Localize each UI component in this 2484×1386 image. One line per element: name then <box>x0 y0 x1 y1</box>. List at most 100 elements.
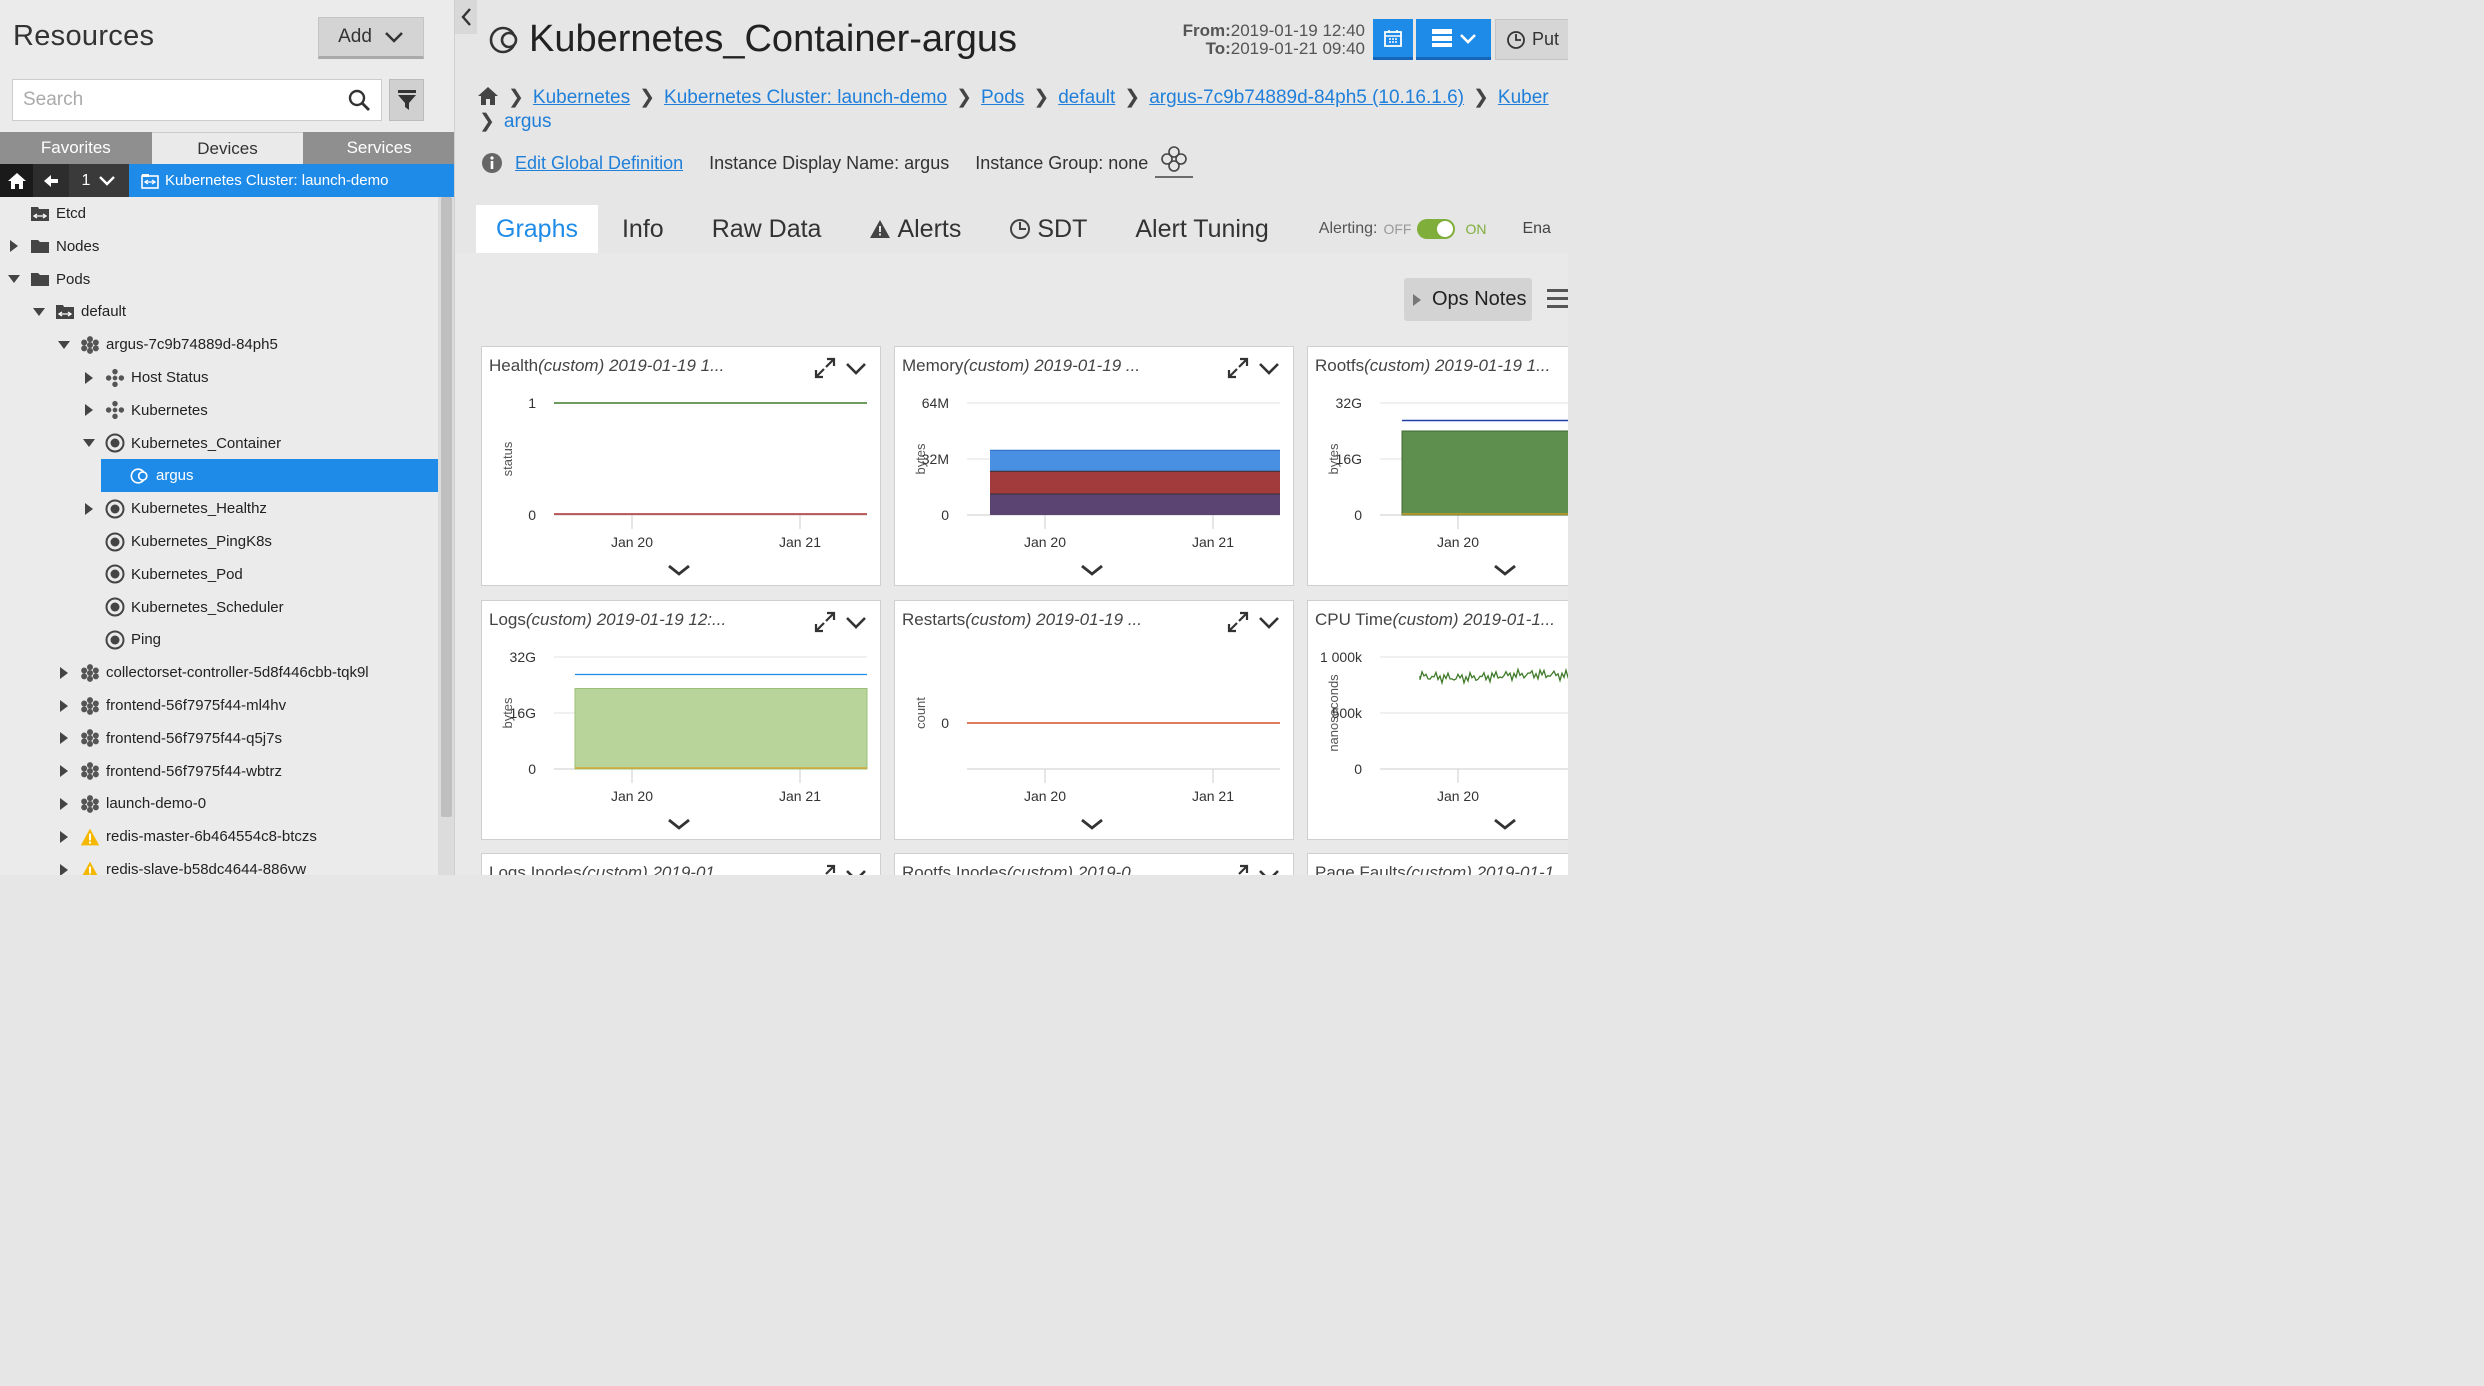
tree-item[interactable]: Kubernetes_Healthz <box>0 492 438 525</box>
tree-item-label: Pods <box>56 270 91 288</box>
tree-item[interactable]: Kubernetes_PingK8s <box>0 525 438 558</box>
search-input[interactable] <box>12 79 382 121</box>
expand-icon[interactable] <box>1227 357 1249 379</box>
breadcrumb-pod[interactable]: argus-7c9b74889d-84ph5 (10.16.1.6) <box>1149 87 1464 108</box>
tab-raw-data[interactable]: Raw Data <box>711 214 822 243</box>
tree-item[interactable]: frontend-56f7975f44-ml4hv <box>0 689 438 722</box>
tree-item[interactable]: argus <box>101 459 438 493</box>
caret-right-icon[interactable] <box>57 863 71 875</box>
x-tick-label: Jan 20 <box>1024 788 1066 804</box>
caret-down-icon[interactable] <box>7 272 21 286</box>
caret-down-icon[interactable] <box>32 305 46 319</box>
level-selector[interactable]: 1 <box>69 164 129 197</box>
breadcrumb-cluster[interactable]: Kubernetes Cluster: launch-demo <box>664 87 948 108</box>
breadcrumb-kubernetes-container[interactable]: Kuber <box>1497 87 1549 108</box>
put-button[interactable]: Put <box>1495 19 1568 60</box>
tree-item[interactable]: Kubernetes_Container <box>0 427 438 460</box>
x-tick-label: Jan 21 <box>779 534 821 550</box>
instance-info: Edit Global Definition Instance Display … <box>481 146 1194 180</box>
caret-right-icon[interactable] <box>57 797 71 811</box>
caret-right-icon[interactable] <box>82 403 96 417</box>
x-tick-label: Jan 21 <box>1192 788 1234 804</box>
tree-item[interactable]: frontend-56f7975f44-wbtrz <box>0 755 438 788</box>
tree-item[interactable]: redis-master-6b464554c8-btczs <box>0 820 438 853</box>
caret-right-icon[interactable] <box>82 371 96 385</box>
add-button[interactable]: Add <box>318 17 424 59</box>
ops-notes-button[interactable]: Ops Notes <box>1404 278 1532 321</box>
tree-item[interactable]: Nodes <box>0 230 438 263</box>
caret-down-icon[interactable] <box>82 436 96 450</box>
caret-right-icon[interactable] <box>57 666 71 680</box>
caret-right-icon[interactable] <box>7 239 21 253</box>
chevron-down-icon[interactable] <box>1080 817 1104 831</box>
caret-right-icon[interactable] <box>57 699 71 713</box>
breadcrumb-kubernetes[interactable]: Kubernetes <box>532 87 631 108</box>
tree-item[interactable]: Kubernetes <box>0 394 438 427</box>
tab-sdt[interactable]: SDT <box>985 205 1111 253</box>
chevron-down-icon[interactable] <box>667 817 691 831</box>
edit-global-definition-link[interactable]: Edit Global Definition <box>515 152 684 173</box>
tree-item[interactable]: Kubernetes_Scheduler <box>0 591 438 624</box>
graph-subtitle: (custom) 2019-01-1... <box>1392 610 1555 629</box>
alerting-toggle[interactable] <box>1417 219 1456 239</box>
search-icon[interactable] <box>347 88 371 112</box>
y-tick-label: 16G <box>510 705 536 721</box>
tree-item[interactable]: frontend-56f7975f44-q5j7s <box>0 722 438 755</box>
chevron-down-icon[interactable] <box>1258 613 1280 633</box>
tree-scrollbar-thumb[interactable] <box>441 197 452 817</box>
caret-right-icon[interactable] <box>82 502 96 516</box>
tree-item[interactable]: Kubernetes_Pod <box>0 558 438 591</box>
group-nodes-icon[interactable] <box>1154 146 1194 180</box>
folder-icon <box>30 269 50 289</box>
chevron-down-icon[interactable] <box>1493 563 1517 577</box>
expand-icon[interactable] <box>814 611 836 633</box>
tree-item[interactable]: redis-slave-b58dc4644-886vw <box>0 853 438 875</box>
tree-item[interactable]: launch-demo-0 <box>0 787 438 820</box>
expand-icon[interactable] <box>1227 611 1249 633</box>
expand-icon[interactable] <box>814 357 836 379</box>
calendar-button[interactable] <box>1373 19 1413 60</box>
chevron-down-icon[interactable] <box>845 613 867 633</box>
back-button[interactable] <box>33 164 69 197</box>
tree-item[interactable]: Ping <box>0 623 438 656</box>
x-tick-label: Jan 20 <box>1024 534 1066 550</box>
tab-info[interactable]: Info <box>621 214 664 243</box>
graph-subtitle: (custom) 2019-0... <box>1006 863 1145 875</box>
caret-right-icon[interactable] <box>57 731 71 745</box>
tab-favorites[interactable]: Favorites <box>0 132 152 164</box>
chevron-down-icon[interactable] <box>845 866 867 875</box>
tab-devices[interactable]: Devices <box>151 132 304 164</box>
tab-services[interactable]: Services <box>303 132 454 164</box>
chevron-down-icon[interactable] <box>667 563 691 577</box>
breadcrumb-default[interactable]: default <box>1058 87 1116 108</box>
instance-icon <box>105 433 125 453</box>
menu-icon[interactable] <box>1547 287 1568 311</box>
tab-alerts[interactable]: Alerts <box>845 205 985 253</box>
current-cluster[interactable]: Kubernetes Cluster: launch-demo <box>141 172 388 189</box>
tree-item[interactable]: collectorset-controller-5d8f446cbb-tqk9l <box>0 656 438 689</box>
tree-item[interactable]: default <box>0 295 438 328</box>
tree-item[interactable]: argus-7c9b74889d-84ph5 <box>0 328 438 361</box>
home-button[interactable] <box>0 164 33 197</box>
tree-item[interactable]: Pods <box>0 263 438 296</box>
chevron-down-icon[interactable] <box>1258 359 1280 379</box>
expand-icon[interactable] <box>814 864 836 875</box>
chevron-down-icon[interactable] <box>1080 563 1104 577</box>
chevron-down-icon[interactable] <box>1258 866 1280 875</box>
expand-icon[interactable] <box>1227 864 1249 875</box>
chevron-down-icon[interactable] <box>845 359 867 379</box>
breadcrumb-pods[interactable]: Pods <box>981 87 1025 108</box>
caret-right-icon[interactable] <box>57 764 71 778</box>
tab-alert-tuning[interactable]: Alert Tuning <box>1135 214 1269 243</box>
tree-item-label: redis-master-6b464554c8-btczs <box>106 828 317 846</box>
caret-down-icon[interactable] <box>57 338 71 352</box>
chevron-down-icon[interactable] <box>1493 817 1517 831</box>
home-icon[interactable] <box>477 86 499 106</box>
caret-right-icon[interactable] <box>57 830 71 844</box>
tree-item[interactable]: Host Status <box>0 361 438 394</box>
tree-item[interactable]: Etcd <box>0 197 438 230</box>
tab-graphs[interactable]: Graphs <box>476 205 598 253</box>
collapse-sidebar-button[interactable] <box>455 0 477 34</box>
device-menu-button[interactable] <box>1416 19 1491 60</box>
filter-button[interactable] <box>389 79 424 121</box>
